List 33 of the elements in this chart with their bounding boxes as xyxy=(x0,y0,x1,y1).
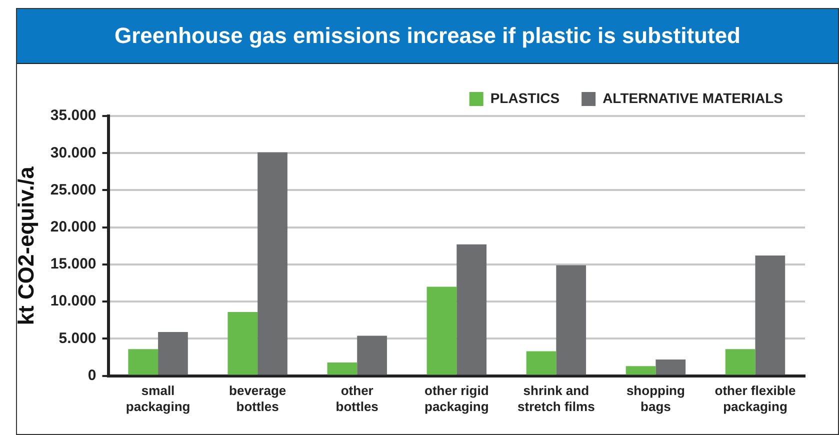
y-tick-label: 5.000 xyxy=(58,330,96,347)
x-tick-label: small packaging xyxy=(126,383,190,414)
bar xyxy=(725,349,756,375)
legend-label: ALTERNATIVE MATERIALS xyxy=(602,90,784,106)
bar xyxy=(656,359,686,375)
bar xyxy=(755,256,786,375)
y-tick-label: 0 xyxy=(88,366,96,384)
y-axis-title: kt CO2-equiv./a xyxy=(13,166,38,326)
bar xyxy=(327,362,358,375)
x-tick-label: beverage bottles xyxy=(229,383,286,414)
bar xyxy=(456,244,486,375)
y-tick-label: 25.000 xyxy=(50,181,96,198)
x-tick-label: other rigid packaging xyxy=(424,383,489,414)
bar xyxy=(556,265,586,375)
x-tick-label: other flexible packaging xyxy=(714,383,796,414)
y-tick-label: 10.000 xyxy=(50,292,96,310)
bar xyxy=(426,286,457,375)
bar xyxy=(626,366,656,375)
bar xyxy=(258,152,288,375)
y-tick-label: 35.000 xyxy=(50,107,96,124)
bar xyxy=(128,349,158,375)
y-tick-label: 30.000 xyxy=(50,144,96,162)
legend-label: PLASTICS xyxy=(490,90,560,106)
bar xyxy=(526,351,556,375)
bar xyxy=(228,312,258,375)
y-tick-label: 20.000 xyxy=(50,218,96,236)
bar xyxy=(158,332,188,375)
x-tick-label: shopping bags xyxy=(626,383,685,414)
y-tick-label: 15.000 xyxy=(50,256,96,273)
x-tick-label: other bottles xyxy=(336,383,378,414)
chart-title: Greenhouse gas emissions increase if plastic is substituted xyxy=(17,9,838,64)
bar xyxy=(357,336,387,375)
x-tick-label: shrink and stretch films xyxy=(518,383,595,414)
